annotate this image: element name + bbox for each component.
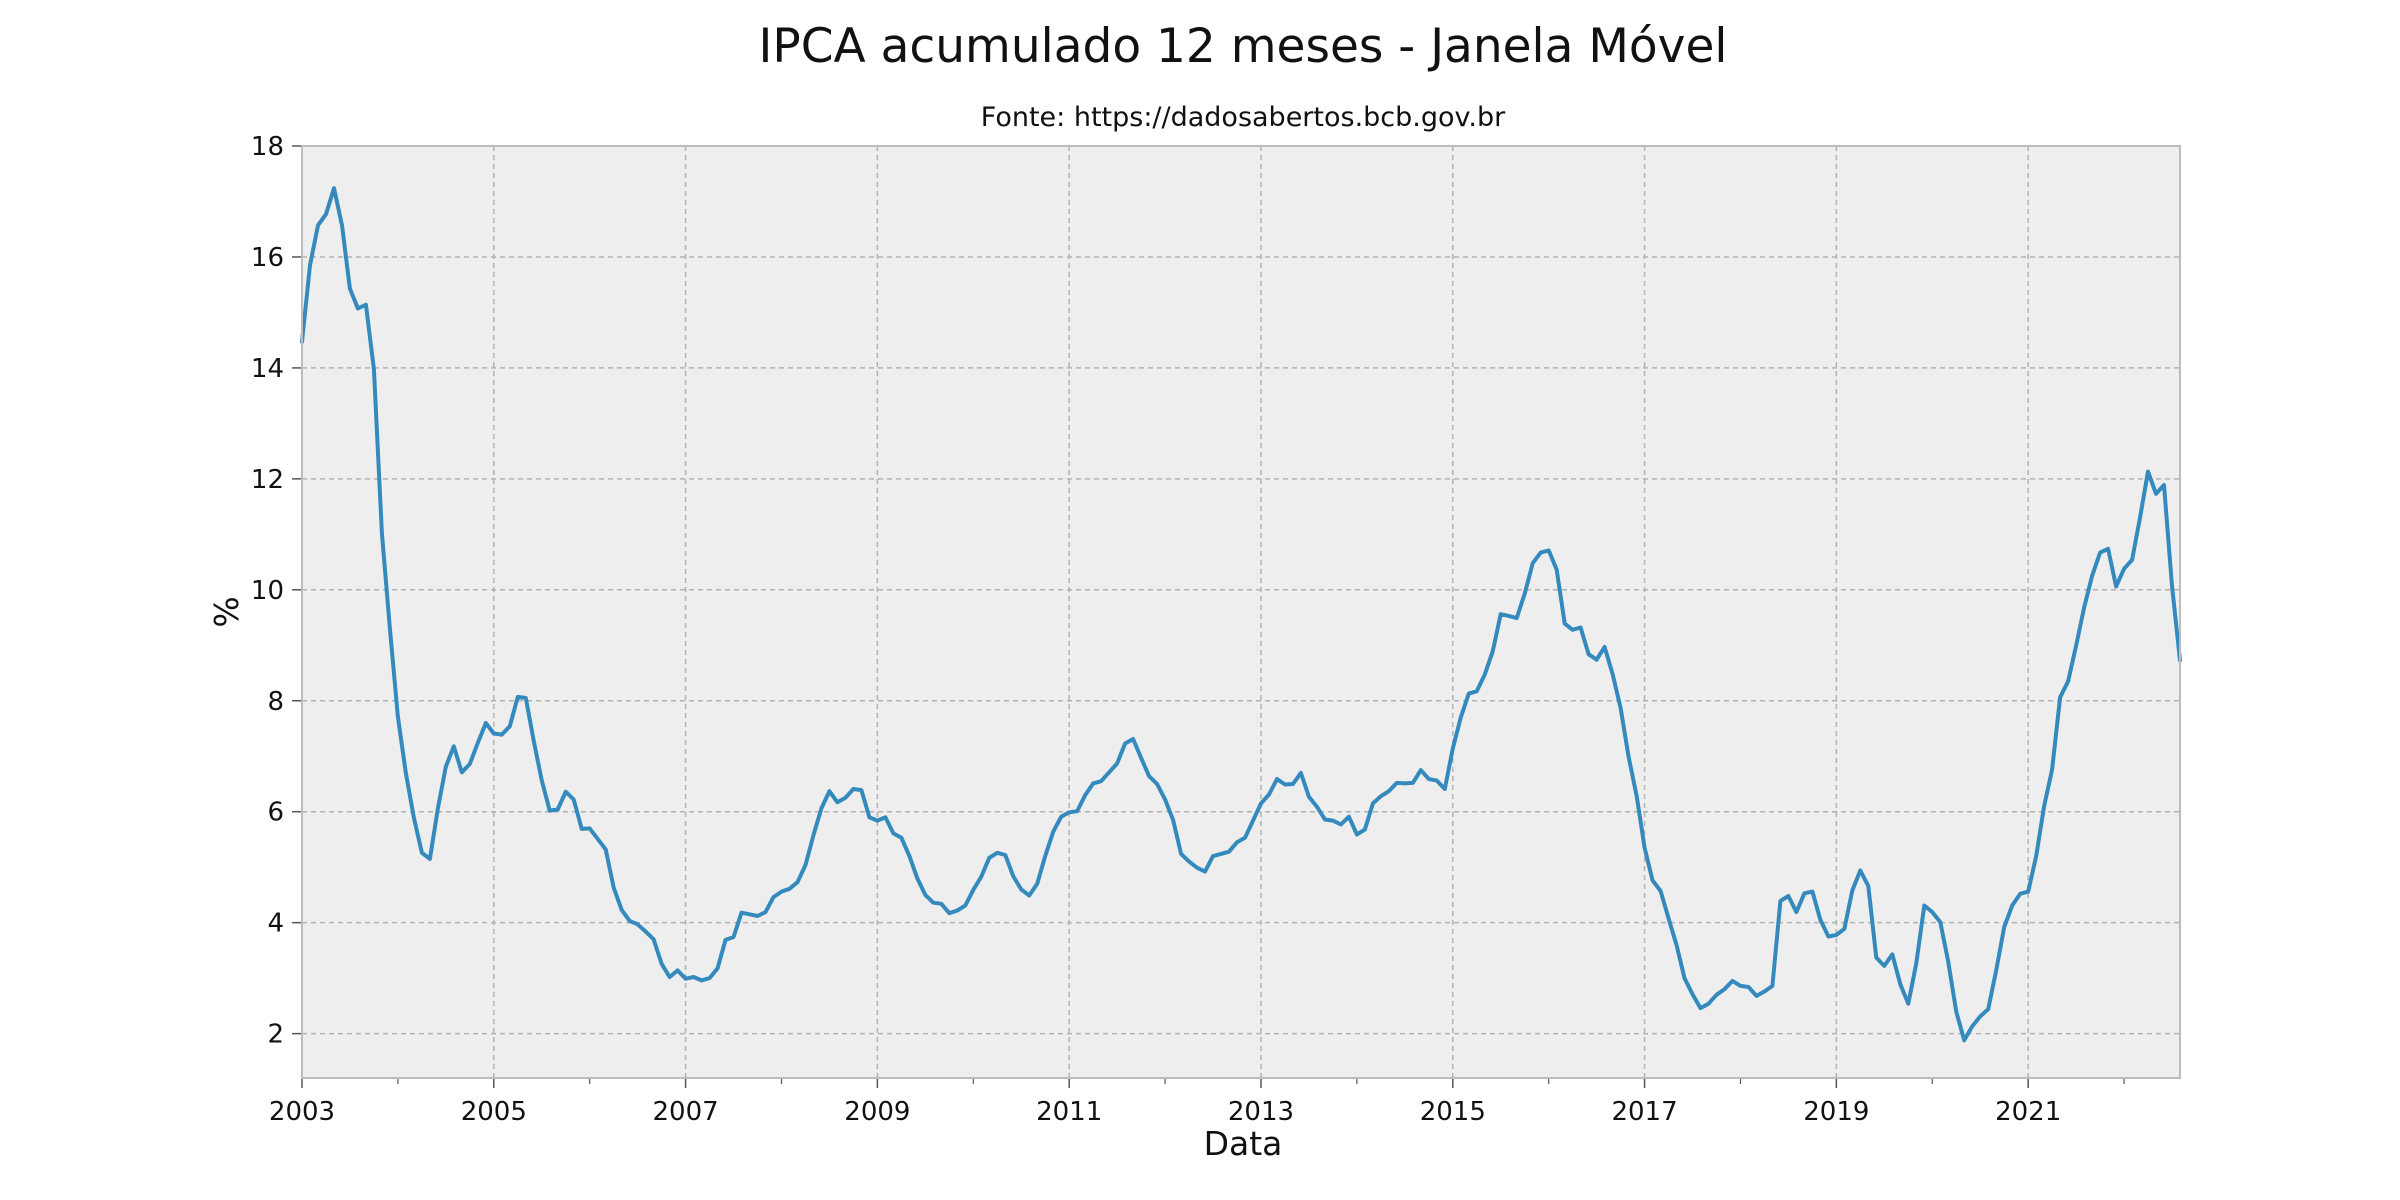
chart-subtitle: Fonte: https://dadosabertos.bcb.gov.br [981,102,1506,133]
y-tick-label: 12 [251,465,284,495]
x-tick-label: 2005 [461,1097,527,1127]
x-tick-label: 2021 [1995,1097,2061,1127]
x-tick-label: 2019 [1803,1097,1869,1127]
y-tick-label: 8 [267,687,284,717]
plot-frame [301,145,2181,1079]
plot-area [302,146,2180,1078]
x-tick-label: 2009 [844,1097,910,1127]
y-tick-label: 10 [251,576,284,606]
axis-ticks: 2003 2005 2007 2009 2011 2013 2015 2017 2019 2021… [251,132,2125,1127]
y-tick-label: 2 [267,1020,284,1050]
y-axis-label: % [207,596,246,627]
y-tick-label: 4 [267,909,284,939]
x-axis-label: Data [1204,1124,1283,1163]
x-tick-label: 2003 [269,1097,335,1127]
x-tick-label: 2013 [1228,1097,1294,1127]
x-tick-label: 2015 [1420,1097,1486,1127]
y-tick-label: 16 [251,243,284,273]
x-tick-label: 2017 [1611,1097,1677,1127]
series-line-0 [300,186,2182,1043]
y-tick-label: 18 [251,132,284,162]
x-tick-label: 2007 [653,1097,719,1127]
series-layer [300,186,2182,1043]
y-tick-label: 14 [251,354,284,384]
y-tick-label: 6 [267,798,284,828]
chart-title: IPCA acumulado 12 meses - Janela Móvel [759,19,1728,74]
x-tick-label: 2011 [1036,1097,1102,1127]
